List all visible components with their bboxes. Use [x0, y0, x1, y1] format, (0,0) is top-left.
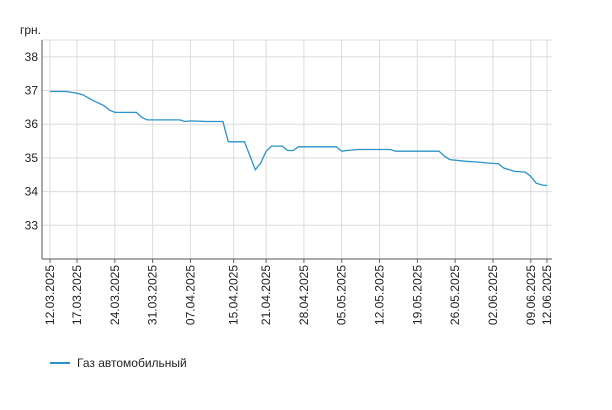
x-tick-label: 12.03.2025: [43, 265, 57, 325]
y-tick-label: 34: [25, 185, 39, 199]
x-tick-label: 05.05.2025: [335, 265, 349, 325]
y-tick-label: 35: [25, 151, 39, 165]
series-line: [50, 90, 548, 187]
x-tick-label: 15.04.2025: [227, 265, 241, 325]
y-tick-label: 33: [25, 218, 39, 232]
x-tick-label: 24.03.2025: [108, 265, 122, 325]
y-axis-label: грн.: [20, 23, 41, 37]
x-tick-label: 09.06.2025: [524, 265, 538, 325]
x-tick-label: 31.03.2025: [146, 265, 160, 325]
x-tick-label: 12.05.2025: [373, 265, 387, 325]
x-tick-label: 07.04.2025: [183, 265, 197, 325]
x-tick-label: 26.05.2025: [448, 265, 462, 325]
legend-label: Газ автомобильный: [77, 356, 187, 370]
y-tick-label: 38: [25, 50, 39, 64]
x-tick-label: 02.06.2025: [486, 265, 500, 325]
x-tick-label: 21.04.2025: [259, 265, 273, 325]
y-tick-label: 36: [25, 117, 39, 131]
y-tick-label: 37: [25, 84, 39, 98]
x-tick-label: 12.06.2025: [540, 265, 554, 325]
x-tick-label: 28.04.2025: [297, 265, 311, 325]
x-tick-label: 17.03.2025: [70, 265, 84, 325]
x-tick-label: 19.05.2025: [410, 265, 424, 325]
